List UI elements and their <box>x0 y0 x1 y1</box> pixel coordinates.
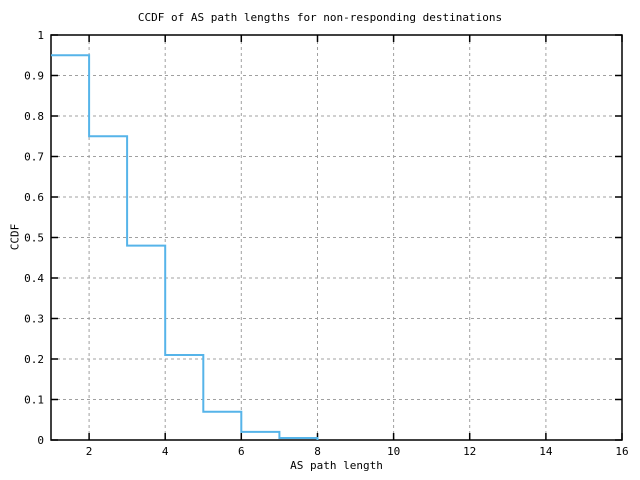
x-tick-label: 4 <box>162 445 169 458</box>
y-tick-label: 0.6 <box>24 191 44 204</box>
x-tick-label: 10 <box>387 445 400 458</box>
x-tick-label: 16 <box>615 445 628 458</box>
ccdf-step-line <box>51 54 319 440</box>
x-tick-label: 14 <box>539 445 553 458</box>
y-tick-label: 0.2 <box>24 353 44 366</box>
y-tick-label: 0.7 <box>24 151 44 164</box>
y-tick-label: 1 <box>37 29 44 42</box>
chart-title: CCDF of AS path lengths for non-respondi… <box>137 11 503 24</box>
plot-border <box>50 34 623 441</box>
y-axis-label: CCDF <box>8 223 22 251</box>
y-tick-label: 0.8 <box>24 110 44 123</box>
y-tick-label: 0.3 <box>24 313 44 326</box>
y-tick-label: 0.5 <box>24 232 44 245</box>
x-tick-label: 2 <box>86 445 93 458</box>
y-tick-label: 0 <box>37 434 44 447</box>
x-tick-label: 8 <box>314 445 321 458</box>
x-tick-label: 6 <box>238 445 245 458</box>
x-axis-label: AS path length <box>290 459 383 472</box>
y-tick-label: 0.1 <box>24 394 44 407</box>
y-tick-label: 0.9 <box>24 70 44 83</box>
y-tick-label: 0.4 <box>24 272 44 285</box>
x-tick-label: 12 <box>463 445 476 458</box>
